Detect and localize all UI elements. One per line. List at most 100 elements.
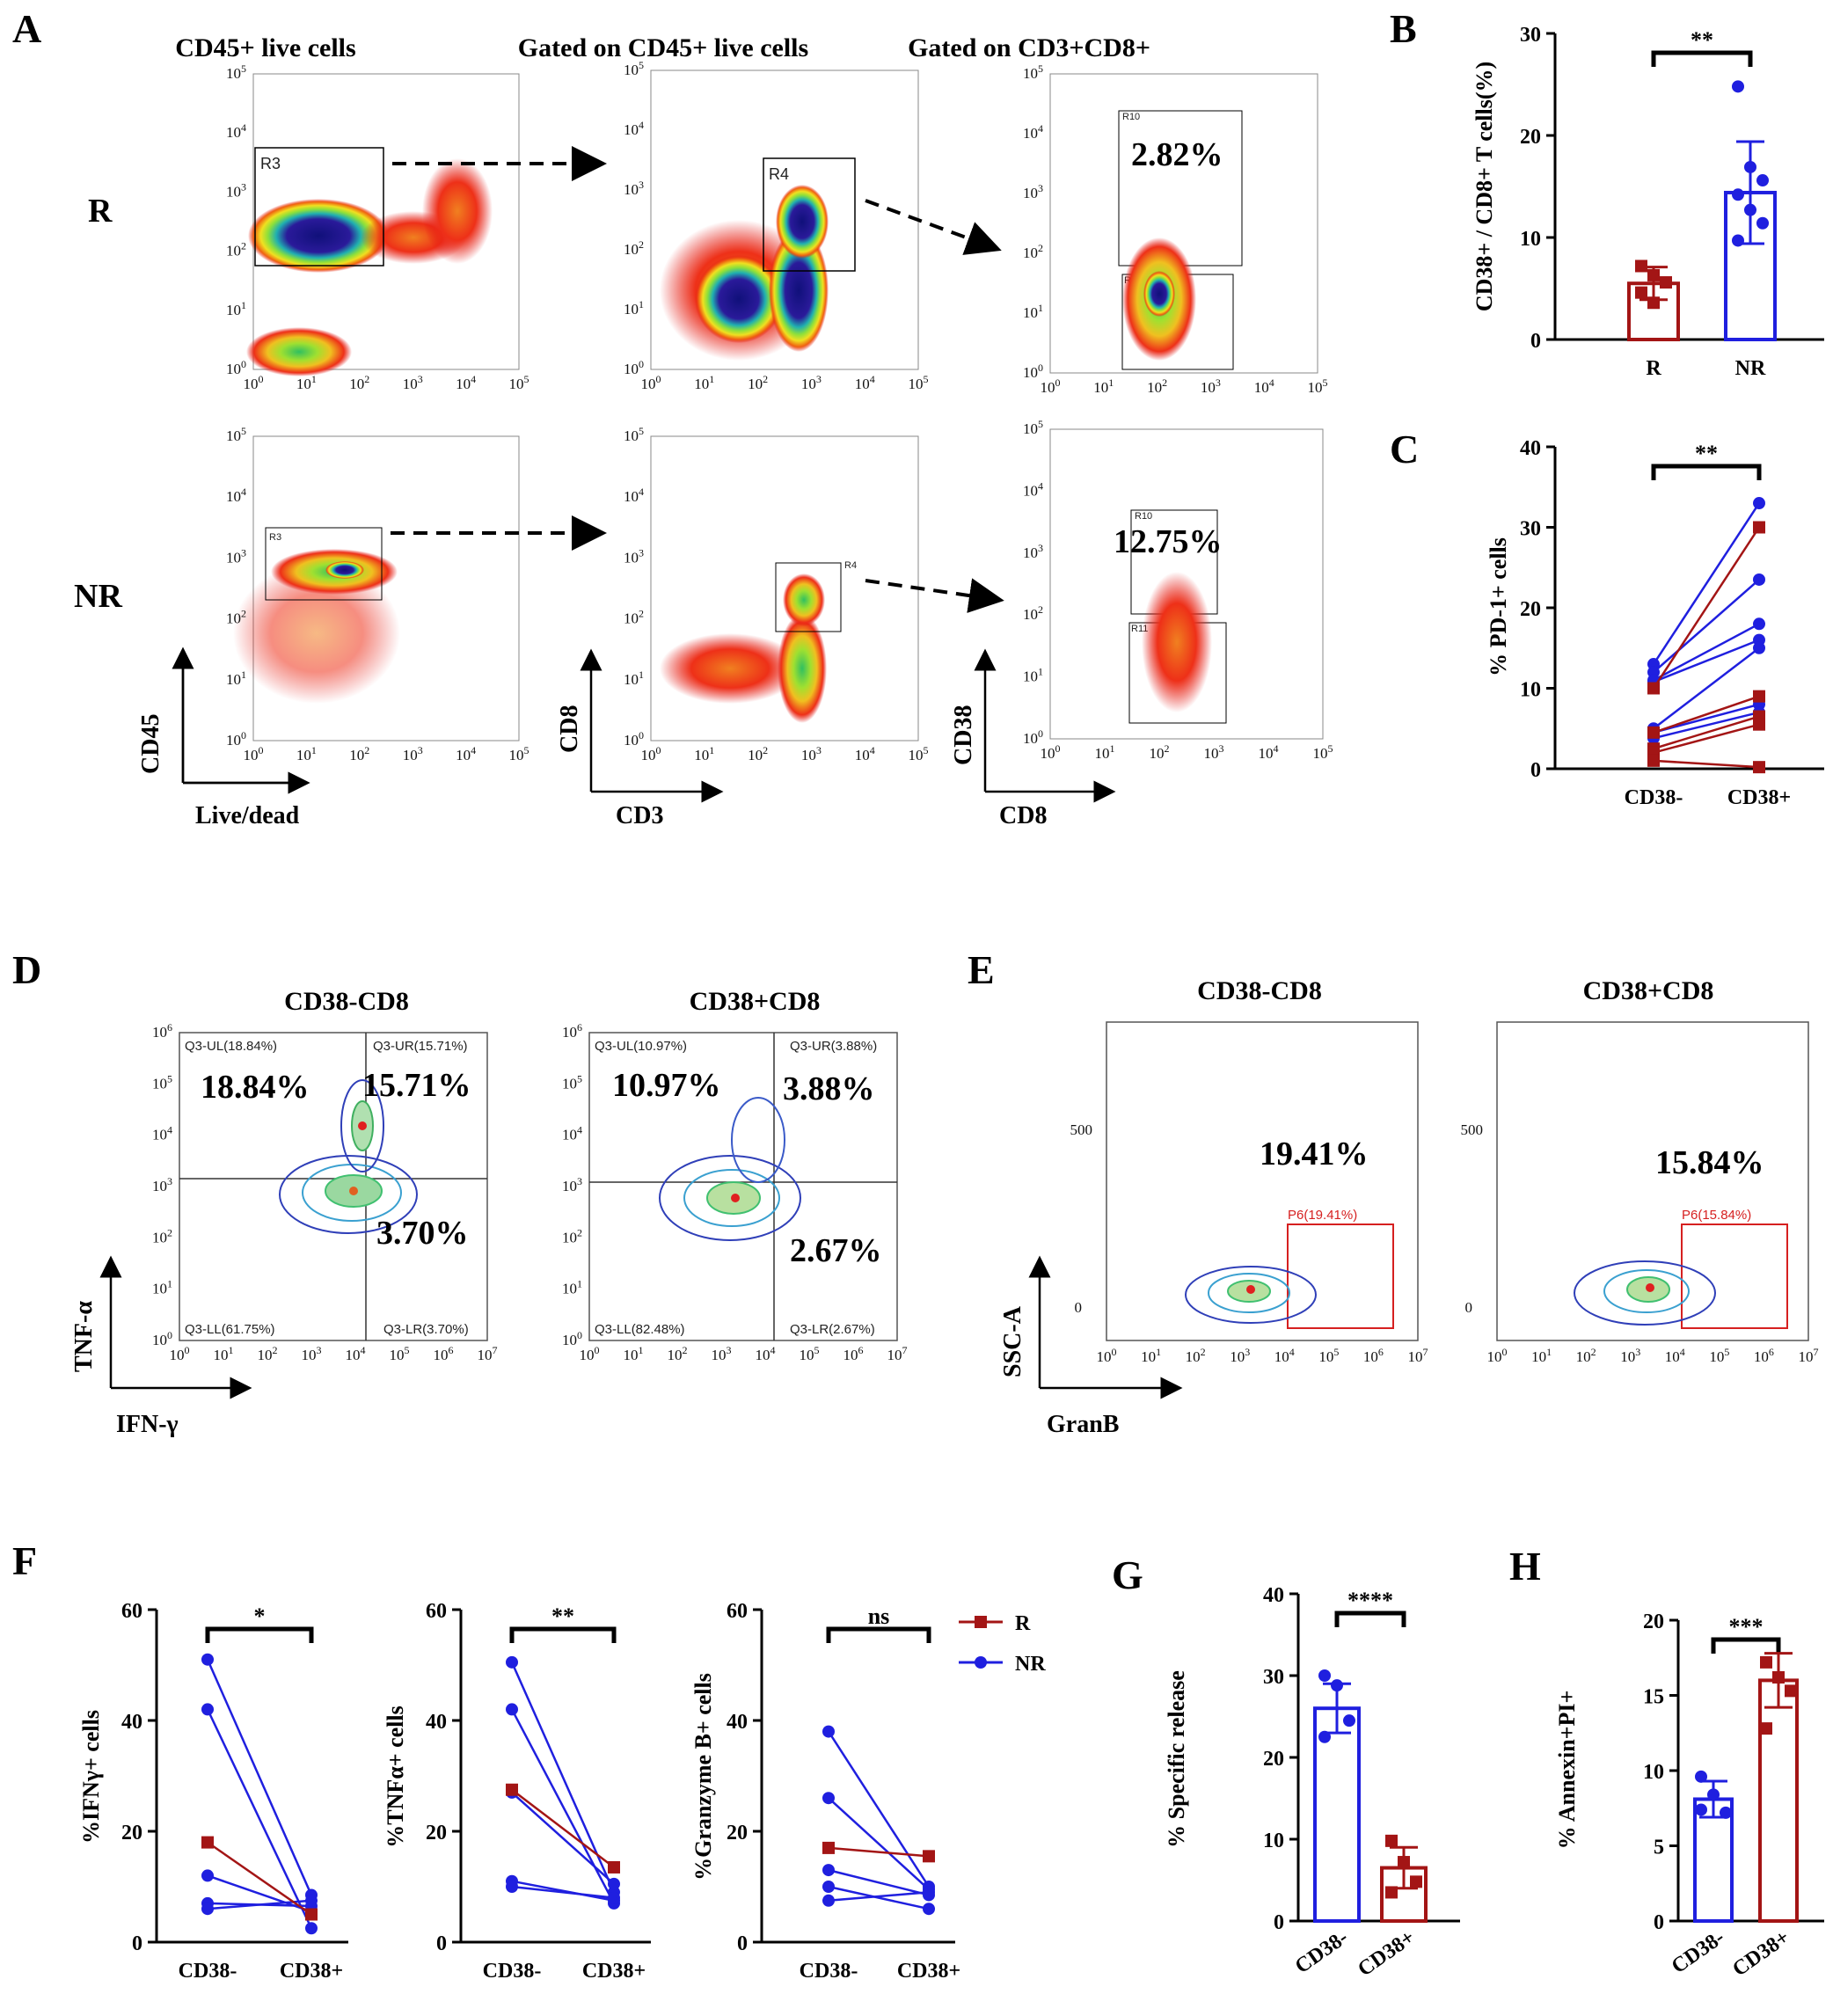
panel-label-g: G: [1112, 1552, 1143, 1597]
big-left-e: 19.41%: [1260, 1136, 1369, 1172]
log-tick-label: 101: [624, 298, 644, 318]
flow-plot-d-left: Q3-UL(18.84%) Q3-UR(15.71%) Q3-LL(61.75%…: [179, 1032, 488, 1341]
data-point: [1760, 1655, 1772, 1669]
percent-r: 2.82%: [1131, 136, 1223, 173]
population-blob: [1143, 271, 1175, 317]
series-line: [510, 1708, 616, 1904]
linear-tick-label: 500: [1461, 1121, 1484, 1138]
population-blob: [695, 255, 783, 343]
log-tick-label: 104: [1023, 479, 1043, 499]
big-right-e: 15.84%: [1655, 1144, 1764, 1181]
log-tick-label: 100: [226, 729, 246, 749]
log-tick-label: 100: [1487, 1346, 1508, 1365]
log-tick-label: 103: [801, 373, 822, 392]
q-ll-left: Q3-LL(61.75%): [185, 1322, 275, 1337]
y-tick-label: 20: [121, 1822, 142, 1844]
log-tick-label: 103: [1023, 182, 1043, 201]
panel-d: D CD38-CD8 CD38+CD8 Q3-UL(18.84%) Q3-UR(…: [12, 947, 898, 1438]
percent-nr: 12.75%: [1114, 523, 1223, 560]
log-tick-label: 102: [748, 744, 768, 763]
log-tick-label: 105: [1709, 1346, 1729, 1365]
q-ll-right: Q3-LL(82.48%): [595, 1322, 685, 1337]
log-tick-label: 105: [909, 744, 929, 763]
log-tick-label: 103: [562, 1175, 582, 1194]
data-point: [1720, 1806, 1732, 1819]
population-blob: [233, 563, 400, 704]
d-title-right: CD38+CD8: [690, 987, 821, 1016]
log-tick-label: 106: [843, 1344, 864, 1363]
data-point: [305, 1922, 318, 1935]
data-point: [1744, 160, 1756, 173]
log-tick-label: 107: [1408, 1346, 1428, 1365]
y-tick-label: 40: [426, 1711, 447, 1734]
log-tick-label: 100: [170, 1344, 190, 1363]
log-tick-label: 102: [668, 1344, 688, 1363]
log-tick-label: 103: [1230, 1346, 1250, 1365]
gate-label-r4: R4: [844, 560, 857, 571]
data-point: [1318, 1669, 1331, 1682]
gate-p6-right: [1681, 1223, 1788, 1329]
significance-label: ns: [868, 1603, 890, 1629]
series-line: [1653, 695, 1760, 734]
log-tick-label: 102: [1186, 1346, 1206, 1365]
data-point: [1660, 276, 1672, 289]
log-tick-label: 102: [349, 744, 369, 763]
q-ul-left: Q3-UL(18.84%): [185, 1039, 277, 1054]
log-tick-label: 104: [1023, 122, 1043, 142]
axis-label-cd3: CD3: [616, 802, 663, 829]
log-tick-label: 100: [226, 358, 246, 377]
data-point: [1647, 296, 1660, 310]
contour-line: [683, 1169, 780, 1227]
log-tick-label: 101: [1093, 376, 1114, 396]
log-tick-label: 104: [855, 744, 875, 763]
x-tick-label: CD38+: [1354, 1926, 1419, 1982]
log-tick-label: 102: [152, 1226, 172, 1245]
log-tick-label: 102: [748, 373, 768, 392]
x-tick-label: CD38+: [1728, 1926, 1793, 1982]
q-ul-right: Q3-UL(10.97%): [595, 1039, 687, 1054]
log-tick-label: 102: [1023, 242, 1043, 261]
col-title-2: Gated on CD45+ live cells: [518, 33, 808, 62]
contour-peak: [1246, 1285, 1255, 1294]
chart-f-granzyme: 0 20 40 60 CD38- CD38+ %Granzyme B+ cells ns R NR: [690, 1600, 1046, 1983]
y-tick-label: 15: [1643, 1686, 1664, 1709]
data-point: [822, 1881, 835, 1893]
contour-line: [1603, 1269, 1690, 1313]
contour-peak: [1646, 1283, 1654, 1292]
axis-label-cd8-x: CD8: [999, 802, 1047, 829]
significance-bracket: [826, 1626, 931, 1643]
contour-line: [1185, 1266, 1317, 1324]
population-blob: [1142, 572, 1212, 712]
log-tick-label: 105: [509, 373, 529, 392]
gate-label-r3: R3: [260, 155, 281, 172]
log-tick-label: 102: [226, 240, 246, 259]
log-tick-label: 102: [1023, 603, 1043, 623]
data-point: [506, 1703, 518, 1716]
log-tick-label: 104: [346, 1344, 366, 1363]
x-tick-label: CD38-: [483, 1960, 542, 1983]
flow-plot-r-3: R10 R11 2.82%: [1049, 73, 1318, 374]
y-tick-label: 0: [1530, 330, 1541, 353]
gate-r4: [775, 562, 842, 632]
log-tick-label: 103: [226, 180, 246, 200]
chart-f-tnfa: 0 20 40 60 CD38- CD38+ %TNFα+ cells **: [383, 1600, 651, 1983]
log-tick-label: 103: [226, 546, 246, 566]
significance-label: **: [551, 1603, 574, 1629]
log-tick-label: 101: [624, 1344, 644, 1363]
log-tick-label: 104: [456, 373, 476, 392]
data-point: [923, 1850, 935, 1863]
log-tick-label: 100: [1097, 1346, 1117, 1365]
axis-arrows-e: SSC-A GranB: [999, 1255, 1183, 1438]
gate-label-r4: R4: [769, 165, 789, 183]
panel-label-a: A: [12, 6, 41, 51]
series-line: [1653, 759, 1760, 769]
axis-arrows-a: CD45 Live/dead CD8 CD3 CD38 CD8: [137, 646, 1116, 829]
log-tick-label: 101: [1095, 742, 1115, 762]
series-line: [207, 1841, 312, 1916]
axis-label-cd38: CD38: [950, 705, 977, 765]
x-tick-label: CD38-: [1625, 786, 1683, 809]
series-line: [511, 1788, 615, 1868]
log-tick-label: 106: [1363, 1346, 1384, 1365]
y-tick-label: 30: [1520, 24, 1541, 47]
series-line: [1653, 579, 1760, 674]
